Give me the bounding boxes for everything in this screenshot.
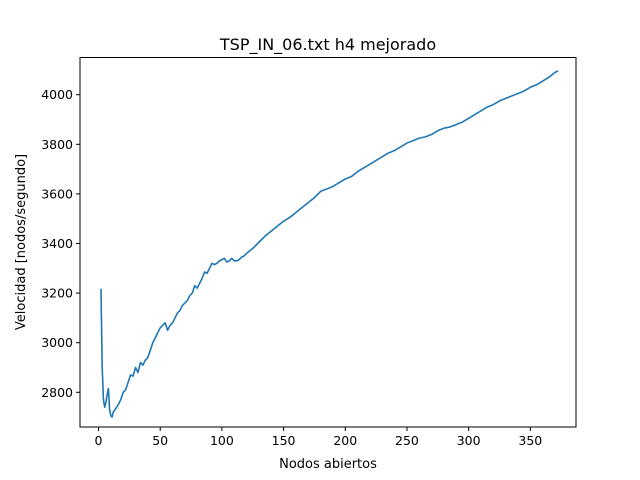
y-tick-label: 3600	[41, 186, 73, 201]
y-tick-label: 4000	[41, 87, 73, 102]
y-tick-label: 3000	[41, 335, 73, 350]
x-axis-label: Nodos abiertos	[279, 457, 377, 472]
y-axis: 2800 3000 3200 3400 3600 3800 4000	[41, 87, 80, 400]
x-tick-label: 50	[152, 433, 168, 448]
chart-title: TSP_IN_06.txt h4 mejorado	[219, 35, 436, 55]
y-axis-label: Velocidad [nodos/segundo]	[14, 154, 29, 330]
x-axis: 0 50 100 150 200 250 300 350	[95, 427, 542, 448]
y-tick-label: 3800	[41, 137, 73, 152]
x-tick-label: 150	[272, 433, 296, 448]
x-tick-label: 100	[210, 433, 234, 448]
x-tick-label: 0	[95, 433, 103, 448]
x-tick-label: 250	[395, 433, 419, 448]
x-tick-label: 300	[457, 433, 481, 448]
x-tick-label: 200	[333, 433, 357, 448]
y-tick-label: 2800	[41, 385, 73, 400]
plot-frame	[79, 57, 577, 428]
y-tick-label: 3400	[41, 236, 73, 251]
x-tick-label: 350	[518, 433, 542, 448]
y-tick-label: 3200	[41, 286, 73, 301]
series-line	[100, 70, 559, 418]
